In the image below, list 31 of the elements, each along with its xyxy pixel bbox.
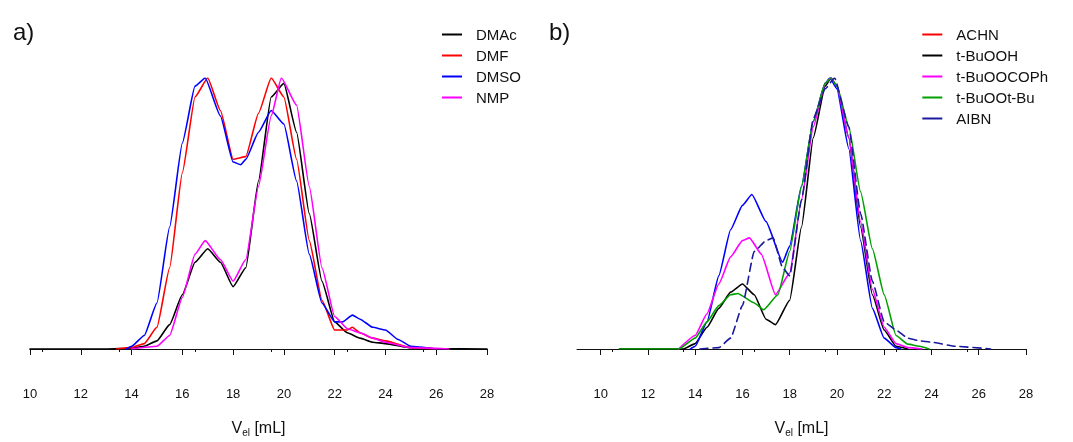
x-tick-label: 24: [924, 386, 939, 401]
chart-title: b): [549, 17, 571, 45]
x-tick-label: 16: [735, 386, 750, 401]
x-tick-label: 14: [124, 386, 139, 401]
chart-title: a): [13, 17, 35, 45]
legend-label: DMAc: [476, 26, 518, 43]
legend-label: AIBN: [956, 110, 992, 127]
x-tick-label: 24: [378, 386, 393, 401]
x-tick-label: 28: [479, 386, 495, 401]
x-tick-label: 10: [593, 386, 608, 401]
legend-label: t-BuOOH: [956, 47, 1018, 64]
x-tick-label: 16: [175, 386, 190, 401]
x-tick-label: 20: [829, 386, 845, 401]
x-tick-label: 22: [327, 386, 342, 401]
legend-label: NMP: [476, 89, 510, 106]
x-tick-label: 20: [276, 386, 292, 401]
x-tick-label: 10: [22, 386, 38, 401]
x-tick-label: 28: [1018, 386, 1034, 401]
legend-label: t-BuOOCOPh: [956, 68, 1049, 85]
legend-label: t-BuOOt-Bu: [956, 89, 1035, 106]
x-tick-label: 26: [428, 386, 444, 401]
x-tick-label: 18: [225, 386, 241, 401]
x-tick-label: 12: [640, 386, 656, 401]
legend-label: DMF: [476, 47, 509, 64]
x-tick-label: 26: [971, 386, 986, 401]
x-tick-label: 12: [73, 386, 89, 401]
x-tick-label: 18: [782, 386, 797, 401]
x-tick-label: 14: [687, 386, 703, 401]
legend-label: ACHN: [956, 26, 999, 43]
x-tick-label: 22: [876, 386, 892, 401]
legend-label: DMSO: [476, 68, 521, 85]
